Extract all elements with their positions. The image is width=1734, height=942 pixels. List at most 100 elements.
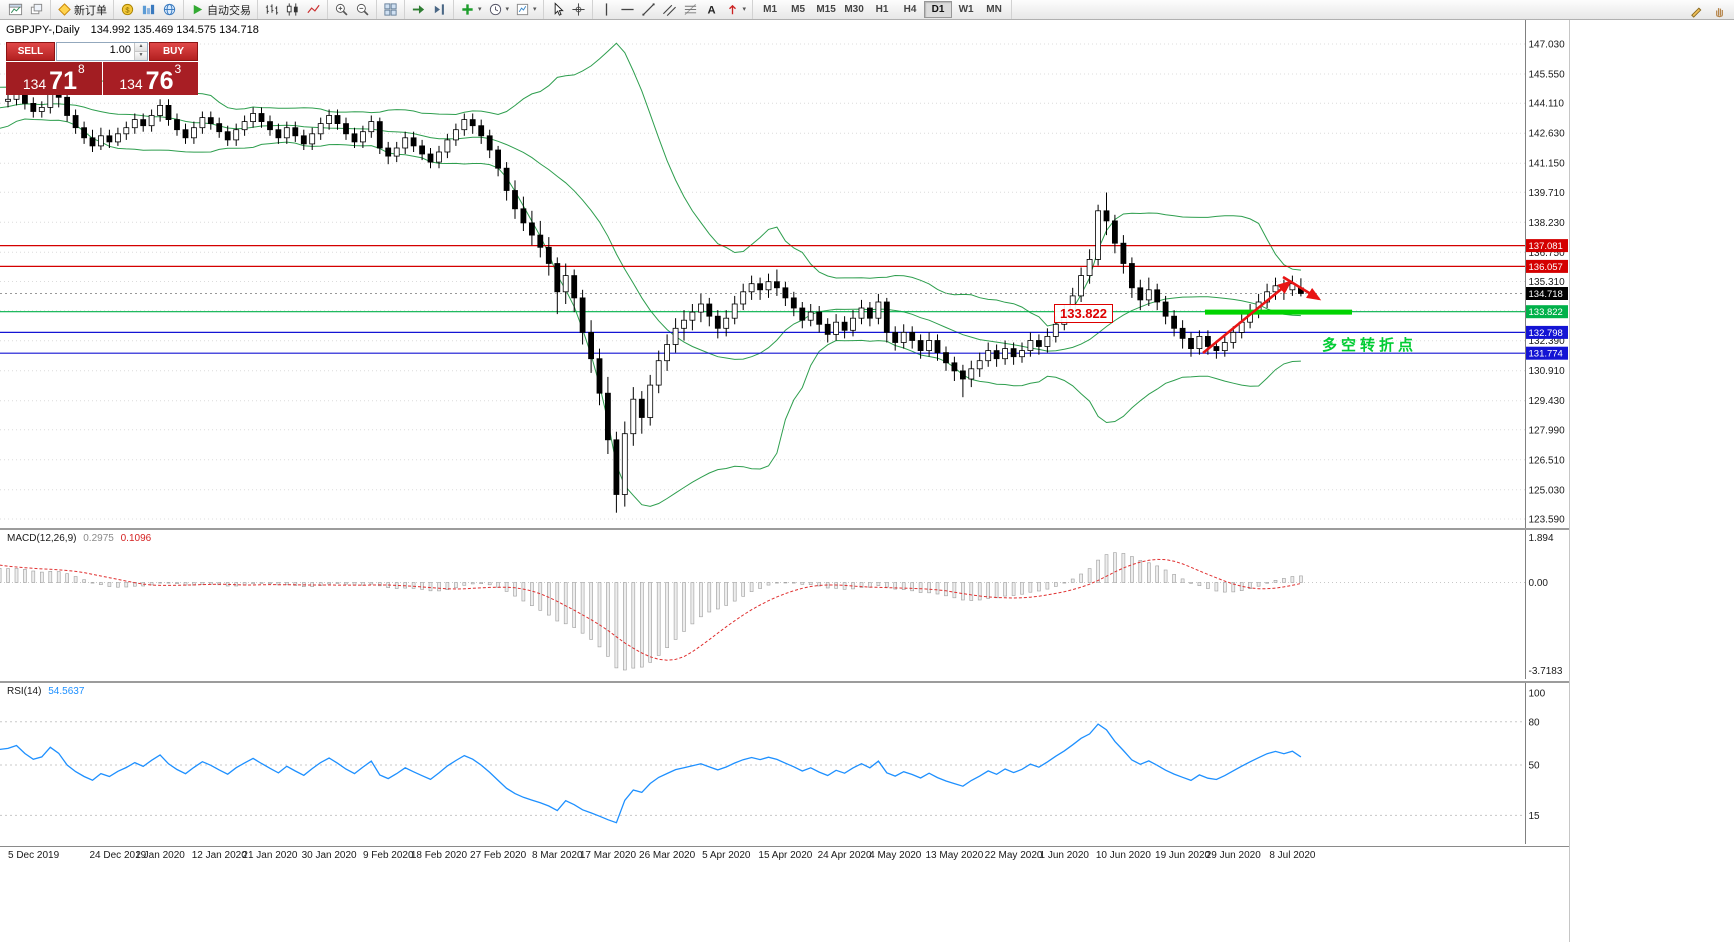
templates-icon[interactable]: ▾ [512,0,540,19]
line-chart-icon[interactable] [303,0,324,19]
trend-arrows[interactable] [1202,275,1322,355]
price-chart[interactable]: 147.030 145.550 144.110 142.630 141.150 139.7… [0,20,1568,528]
price-level-annotation[interactable]: 133.822 [1054,304,1113,323]
bar-chart-icon[interactable] [261,0,282,19]
svg-text:145.550: 145.550 [1529,70,1566,81]
new-chart-icon[interactable] [5,0,26,19]
zoom-out-icon[interactable] [352,0,373,19]
time-axis[interactable]: 5 Dec 2019 24 Dec 2019 2 Jan 2020 12 Jan 20… [0,846,1569,866]
chevron-down-icon: ▾ [533,6,537,13]
timeframe-w1[interactable]: W1 [958,4,974,15]
turning-point-annotation[interactable]: 多空转折点 [1322,337,1418,354]
indicators-icon [462,4,473,15]
crosshair-icon[interactable] [568,0,589,19]
timeframe-m5[interactable]: M5 [791,4,806,15]
volume-up-icon[interactable]: ▲ [135,43,147,52]
horizontal-line-icon[interactable] [617,0,638,19]
timeframe-h4[interactable]: H4 [903,4,917,15]
tile-windows-icon[interactable] [380,0,401,19]
toolbar-group: 自动交易 [184,0,258,19]
volume-input[interactable]: 1.00 [109,44,131,56]
macd-panel: MACD(12,26,9) 0.2975 0.1096 1.894 0.00 -3.… [0,528,1569,681]
date-label: 30 Jan 2020 [301,850,357,861]
buy-price-display[interactable]: 134 76 3 [102,62,198,95]
volume-down-icon[interactable]: ▼ [135,52,147,60]
buy-button[interactable]: BUY [149,42,198,61]
horizontal-level-lines[interactable] [0,245,1525,354]
svg-text:123.590: 123.590 [1529,515,1566,526]
buy-price-frac: 3 [174,62,182,76]
svg-text:134.718: 134.718 [1529,289,1563,300]
price-tag [1526,239,1568,253]
fibonacci-icon[interactable] [680,0,701,19]
svg-text:127.990: 127.990 [1529,425,1566,436]
hand-icon[interactable] [1709,1,1730,20]
macd-chart[interactable]: 1.894 0.00 -3.7183 [0,530,1568,679]
auto-scroll-icon [412,5,425,14]
svg-text:147.030: 147.030 [1529,40,1566,51]
red-arrow[interactable] [1202,280,1293,355]
date-label: 1 Jun 2020 [1039,850,1090,861]
symbol-period-label: GBPJPY-,Daily [6,24,80,36]
macd-label: MACD(12,26,9) 0.2975 0.1096 [5,533,154,544]
indicators-icon[interactable]: ▾ [457,0,485,19]
text-icon[interactable]: A [701,0,722,19]
webterminal-icon[interactable] [159,0,180,19]
pencil-icon[interactable] [1686,1,1707,20]
cursor-icon [554,2,564,16]
sell-price-pips: 71 [49,67,77,95]
new-order-button [58,3,71,16]
svg-text:141.150: 141.150 [1529,159,1566,170]
market-depth-icon[interactable] [138,0,159,19]
grid-lines [0,43,1525,520]
vertical-line-icon[interactable] [596,0,617,19]
one-click-trading-widget: SELL 1.00 ▲ ▼ BUY 134 71 8 134 76 3 [6,42,198,95]
red-arrow[interactable] [1282,275,1322,301]
chevron-down-icon: ▾ [505,6,510,13]
chart-shift-icon[interactable] [429,0,450,19]
symbols-icon[interactable]: $ [117,0,138,19]
line-chart-icon [307,4,320,14]
new-order-button[interactable]: 新订单 [54,0,110,19]
rsi-scale-label: 50 [1529,761,1541,772]
periods-icon [489,3,501,16]
macd-signal-value: 0.1096 [120,533,152,544]
macd-scale-label: 0.00 [1529,578,1549,589]
candle-chart-icon[interactable] [282,0,303,19]
toolbar-group [377,0,405,19]
volume-spinner[interactable]: ▲ ▼ [134,43,147,60]
rsi-label: RSI(14) 54.5637 [5,686,87,697]
autotrading-button[interactable]: 自动交易 [187,0,254,19]
sell-button[interactable]: SELL [6,42,55,61]
autotrading-button [193,4,203,15]
chart-shift-icon [434,4,444,15]
chevron-down-icon: ▾ [478,6,482,13]
timeframe-mn[interactable]: MN [986,4,1002,15]
rsi-scale-label: 80 [1529,717,1541,728]
new-order-button-label: 新订单 [74,4,107,17]
date-label: 15 Apr 2020 [758,850,813,861]
arrows-icon[interactable]: ▾ [722,0,750,19]
periods-icon[interactable]: ▾ [485,0,513,19]
window-cascade-icon[interactable] [26,0,47,19]
timeframe-m30[interactable]: M30 [844,4,864,15]
timeframe-d1[interactable]: D1 [924,1,953,18]
auto-scroll-icon[interactable] [408,0,429,19]
cursor-icon[interactable] [547,0,568,19]
timeframe-m1[interactable]: M1 [763,4,778,15]
svg-text:$: $ [125,5,130,14]
timeframe-h1[interactable]: H1 [875,4,889,15]
rsi-panel: RSI(14) 54.5637 100 80 50 15 [0,681,1569,846]
date-label: 22 May 2020 [984,850,1043,861]
trendline-icon[interactable] [638,0,659,19]
rsi-chart[interactable]: 100 80 50 15 [0,683,1568,844]
macd-scale-label: -3.7183 [1529,666,1563,677]
svg-text:135.310: 135.310 [1529,277,1566,288]
channel-icon[interactable] [659,0,680,19]
sell-price-display[interactable]: 134 71 8 [6,62,102,95]
zoom-in-icon[interactable] [331,0,352,19]
timeframe-m15[interactable]: M15 [816,4,836,15]
chevron-down-icon: ▾ [742,6,747,13]
sell-price-frac: 8 [77,62,85,76]
date-label: 9 Feb 2020 [362,850,414,861]
